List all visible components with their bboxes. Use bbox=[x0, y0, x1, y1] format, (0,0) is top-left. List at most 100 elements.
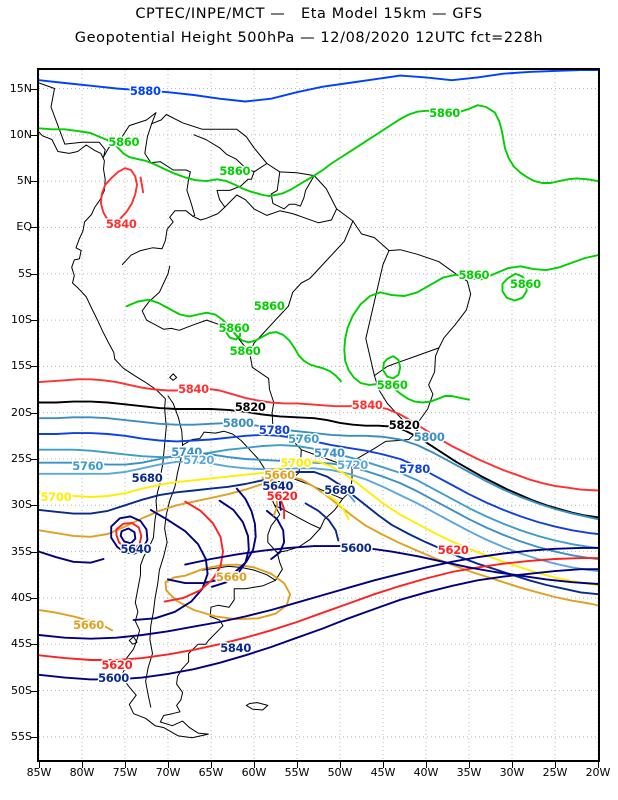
contour-label-5840: 5840 bbox=[178, 381, 209, 396]
coastline-path bbox=[192, 134, 255, 221]
coastline-path bbox=[373, 347, 440, 377]
coastline-path bbox=[128, 636, 138, 645]
x-tick-mark bbox=[39, 762, 40, 768]
contour-label-5660: 5660 bbox=[264, 467, 295, 482]
x-axis-tick-80w: 80W bbox=[69, 766, 95, 779]
y-tick-mark bbox=[31, 551, 37, 553]
contour-path bbox=[110, 515, 149, 555]
contour-path bbox=[440, 547, 464, 554]
coastline-path bbox=[267, 478, 281, 553]
y-axis-tick-25s: 25S bbox=[11, 451, 32, 465]
y-axis-tick-10s: 10S bbox=[11, 313, 32, 327]
contour-path bbox=[225, 325, 242, 341]
x-tick-mark bbox=[469, 762, 470, 768]
coastline-path bbox=[224, 194, 338, 224]
contour-path bbox=[39, 609, 114, 632]
contour-label-5840: 5840 bbox=[220, 640, 252, 655]
page-title: CPTEC/INPE/MCT — Eta Model 15km — GFS bbox=[135, 6, 483, 22]
x-tick-mark bbox=[297, 762, 298, 768]
contour-path bbox=[39, 70, 598, 103]
contour-label-5700: 5700 bbox=[280, 455, 312, 470]
contour-label-5720: 5720 bbox=[337, 458, 368, 473]
contour-label-5620: 5620 bbox=[101, 657, 133, 672]
contour-path bbox=[501, 272, 528, 302]
contour-path bbox=[265, 509, 286, 560]
y-tick-mark bbox=[31, 690, 37, 692]
contour-path bbox=[39, 459, 598, 586]
contour-path bbox=[39, 471, 598, 596]
coastline-path bbox=[169, 373, 178, 381]
coastline-path bbox=[274, 504, 321, 529]
x-axis-tick-20w: 20W bbox=[585, 766, 611, 779]
x-axis-tick-60w: 60W bbox=[241, 766, 267, 779]
x-tick-mark bbox=[426, 762, 427, 768]
contour-path bbox=[139, 176, 145, 194]
contour-path bbox=[39, 460, 598, 573]
y-tick-mark bbox=[31, 88, 37, 90]
x-tick-mark bbox=[254, 762, 255, 768]
contour-label-5620: 5620 bbox=[266, 488, 298, 503]
x-axis-tick-35w: 35W bbox=[456, 766, 482, 779]
y-tick-mark bbox=[31, 366, 37, 368]
contour-label-5740: 5740 bbox=[313, 446, 345, 461]
contour-label-5600: 5600 bbox=[340, 540, 372, 555]
y-axis-tick-50s: 50S bbox=[11, 683, 32, 697]
contour-path bbox=[39, 432, 598, 535]
contour-path bbox=[321, 491, 350, 521]
x-tick-mark bbox=[512, 762, 513, 768]
y-axis-tick-35s: 35S bbox=[11, 544, 32, 558]
contour-label-5800: 5800 bbox=[222, 415, 254, 430]
contour-path bbox=[273, 490, 286, 520]
contour-label-5740: 5740 bbox=[171, 444, 202, 459]
contour-label-5880: 5880 bbox=[129, 84, 161, 99]
page-subtitle: Geopotential Height 500hPa — 12/08/2020 … bbox=[74, 30, 544, 46]
contour-plot-area: 5880 5860 5860 5860 5860 5860 5840 5860 5860 5860… bbox=[37, 68, 600, 762]
contour-path bbox=[39, 546, 598, 640]
contour-label-5820: 5820 bbox=[388, 417, 420, 432]
contour-label-5760: 5760 bbox=[288, 432, 319, 447]
gridlines bbox=[39, 70, 598, 760]
y-tick-mark bbox=[31, 597, 37, 599]
contour-path bbox=[304, 502, 340, 542]
contour-label-5660: 5660 bbox=[215, 569, 247, 584]
contour-path bbox=[39, 444, 598, 549]
y-axis-tick-5s: 5S bbox=[18, 266, 32, 280]
y-tick-mark bbox=[31, 320, 37, 322]
contour-path bbox=[382, 355, 402, 380]
contour-label-5860: 5860 bbox=[218, 321, 250, 336]
y-axis-tick-45s: 45S bbox=[11, 637, 32, 651]
contour-path bbox=[163, 500, 224, 603]
y-axis-tick-30s: 30S bbox=[11, 498, 32, 512]
contour-label-5640: 5640 bbox=[262, 478, 294, 493]
coastline-path bbox=[249, 220, 354, 353]
contour-label-5840: 5840 bbox=[351, 398, 383, 413]
geopotential-contour-map bbox=[39, 70, 598, 760]
y-tick-mark bbox=[31, 505, 37, 507]
contour-label-5680: 5680 bbox=[131, 471, 163, 486]
contour-label-5720: 5720 bbox=[183, 452, 215, 467]
contour-path bbox=[184, 545, 598, 585]
contour-label-5700: 5700 bbox=[40, 489, 72, 504]
y-tick-mark bbox=[31, 736, 37, 738]
contour-label-5860: 5860 bbox=[229, 343, 261, 358]
contour-path bbox=[39, 568, 598, 681]
x-axis-tick-25w: 25W bbox=[542, 766, 568, 779]
contour-path bbox=[343, 254, 598, 404]
contour-label-5640: 5640 bbox=[120, 541, 152, 556]
y-tick-mark bbox=[31, 412, 37, 414]
x-tick-mark bbox=[168, 762, 169, 768]
y-axis-tick-10n: 10N bbox=[9, 127, 32, 141]
contour-label-5860: 5860 bbox=[458, 267, 490, 282]
contour-path bbox=[115, 521, 143, 550]
contour-label-5600: 5600 bbox=[98, 671, 129, 686]
contour-lines-layer bbox=[39, 70, 598, 681]
y-tick-mark bbox=[31, 458, 37, 460]
contour-label-5760: 5760 bbox=[72, 459, 104, 474]
contour-path bbox=[167, 487, 257, 585]
y-tick-mark bbox=[31, 644, 37, 646]
y-axis-tick-40s: 40S bbox=[11, 590, 32, 604]
y-tick-mark bbox=[31, 273, 37, 275]
coastline-path bbox=[245, 702, 269, 711]
title-block: CPTEC/INPE/MCT — Eta Model 15km — GFS Ge… bbox=[0, 0, 618, 46]
contour-label-5860: 5860 bbox=[108, 135, 140, 150]
